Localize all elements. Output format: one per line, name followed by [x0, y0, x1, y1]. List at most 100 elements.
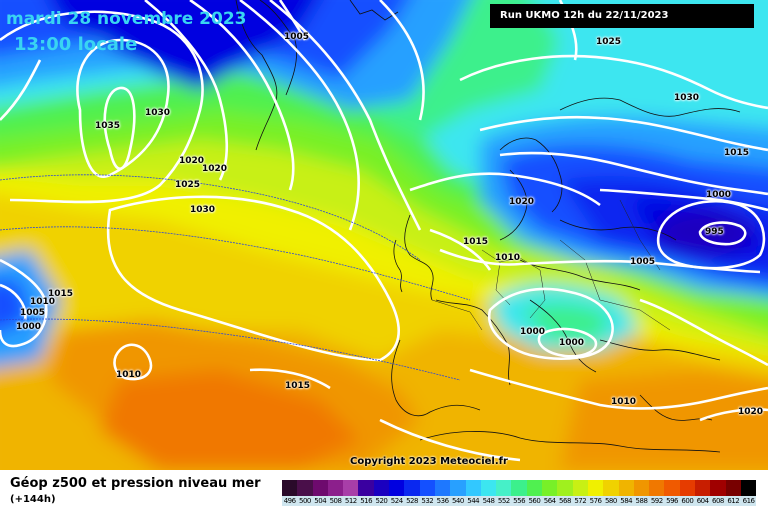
legend-value-label: 532 — [419, 496, 435, 506]
legend-cell: 512 — [343, 480, 359, 506]
legend-cell: 596 — [664, 480, 680, 506]
legend-swatch — [419, 480, 435, 496]
isobar-label: 1010 — [116, 370, 142, 380]
legend-cell: 552 — [496, 480, 512, 506]
isobar-label: 1035 — [95, 121, 121, 131]
legend-value-label: 560 — [526, 496, 543, 506]
legend-cell: 528 — [404, 480, 420, 506]
legend-swatch — [297, 480, 313, 496]
isobar-label: 1010 — [495, 253, 521, 263]
legend-swatch — [496, 480, 512, 496]
isobar-label: 1020 — [738, 407, 764, 417]
legend-value-label: 592 — [649, 496, 665, 506]
legend-swatch — [664, 480, 680, 496]
z500-contours — [0, 174, 471, 381]
legend-value-label: 580 — [603, 496, 619, 506]
legend-swatch — [358, 480, 374, 496]
legend-value-label: 536 — [434, 496, 451, 506]
isobar-label: 1030 — [674, 93, 700, 103]
legend-cell: 556 — [511, 480, 527, 506]
legend-cell: 608 — [710, 480, 726, 506]
legend-swatch — [710, 480, 726, 496]
model-run-info: Run UKMO 12h du 22/11/2023 — [490, 4, 754, 28]
legend-swatch — [542, 480, 558, 496]
forecast-local-time: 13:00 locale — [14, 34, 138, 55]
legend-swatch — [695, 480, 711, 496]
legend-cell: 496 — [282, 480, 298, 506]
legend-value-label: 544 — [465, 496, 481, 506]
legend-swatch — [572, 480, 588, 496]
copyright-notice: Copyright 2023 Meteociel.fr — [350, 456, 508, 467]
legend-swatch — [649, 480, 665, 496]
legend-swatch — [389, 480, 405, 496]
legend-value-label: 496 — [282, 496, 298, 506]
legend-cell: 584 — [618, 480, 634, 506]
legend-cell: 604 — [695, 480, 711, 506]
isobar-label: 1015 — [48, 289, 74, 299]
isobar-label: 1000 — [559, 338, 585, 348]
isobar-label: 1020 — [179, 156, 205, 166]
legend-cell: 536 — [434, 480, 451, 506]
legend-value-label: 520 — [373, 496, 390, 506]
map-footer: Géop z500 et pression niveau mer (+144h)… — [0, 470, 768, 512]
isobar-label: 1000 — [706, 190, 732, 200]
legend-value-label: 568 — [557, 496, 573, 506]
legend-value-label: 548 — [480, 496, 497, 506]
legend-value-label: 616 — [740, 496, 757, 506]
isobar-label: 1030 — [145, 108, 171, 118]
isobar-label: 1015 — [463, 237, 489, 247]
legend-value-label: 540 — [450, 496, 466, 506]
isobars — [0, 0, 768, 460]
isobar-label: 1020 — [202, 164, 228, 174]
legend-value-label: 576 — [587, 496, 604, 506]
legend-value-label: 516 — [358, 496, 374, 506]
forecast-map: mardi 28 novembre 2023 13:00 locale Run … — [0, 0, 768, 470]
legend-value-label: 500 — [297, 496, 313, 506]
legend-swatch — [282, 480, 298, 496]
isobar-label: 1005 — [284, 32, 310, 42]
legend-swatch — [526, 480, 543, 496]
legend-value-label: 604 — [695, 496, 711, 506]
isobar-label: 1005 — [20, 308, 46, 318]
legend-swatch — [434, 480, 451, 496]
legend-cell: 520 — [373, 480, 390, 506]
legend-cell: 580 — [603, 480, 619, 506]
legend-value-label: 572 — [572, 496, 588, 506]
legend-value-label: 588 — [633, 496, 650, 506]
legend-swatch — [679, 480, 696, 496]
legend-value-label: 608 — [710, 496, 726, 506]
coastlines — [235, 0, 741, 453]
legend-swatch — [404, 480, 420, 496]
isobar-label: 1000 — [520, 327, 546, 337]
legend-swatch — [603, 480, 619, 496]
legend-cell: 504 — [312, 480, 328, 506]
legend-cell: 508 — [327, 480, 344, 506]
geopotential-map-graphic — [0, 0, 768, 470]
legend-swatch — [327, 480, 344, 496]
legend-swatch — [633, 480, 650, 496]
color-scale-legend: 496 500 504 508 512 516 520 524 528 532 536 540 544 5… — [282, 480, 757, 506]
legend-cell: 588 — [633, 480, 650, 506]
legend-swatch — [618, 480, 634, 496]
legend-value-label: 556 — [511, 496, 527, 506]
legend-swatch — [725, 480, 741, 496]
legend-value-label: 524 — [389, 496, 405, 506]
legend-swatch — [480, 480, 497, 496]
legend-cell: 500 — [297, 480, 313, 506]
isobar-label: 1000 — [16, 322, 42, 332]
legend-cell: 540 — [450, 480, 466, 506]
isobar-label: 1015 — [724, 148, 750, 158]
legend-cell: 616 — [740, 480, 757, 506]
map-product-title: Géop z500 et pression niveau mer — [10, 476, 261, 491]
legend-value-label: 564 — [542, 496, 558, 506]
isobar-label: 1010 — [30, 297, 56, 307]
legend-cell: 560 — [526, 480, 543, 506]
legend-swatch — [511, 480, 527, 496]
legend-value-label: 512 — [343, 496, 359, 506]
legend-swatch — [312, 480, 328, 496]
forecast-lead-time: (+144h) — [10, 494, 56, 505]
legend-value-label: 508 — [327, 496, 344, 506]
legend-value-label: 600 — [679, 496, 696, 506]
legend-cell: 572 — [572, 480, 588, 506]
isobar-label: 1030 — [190, 205, 216, 215]
